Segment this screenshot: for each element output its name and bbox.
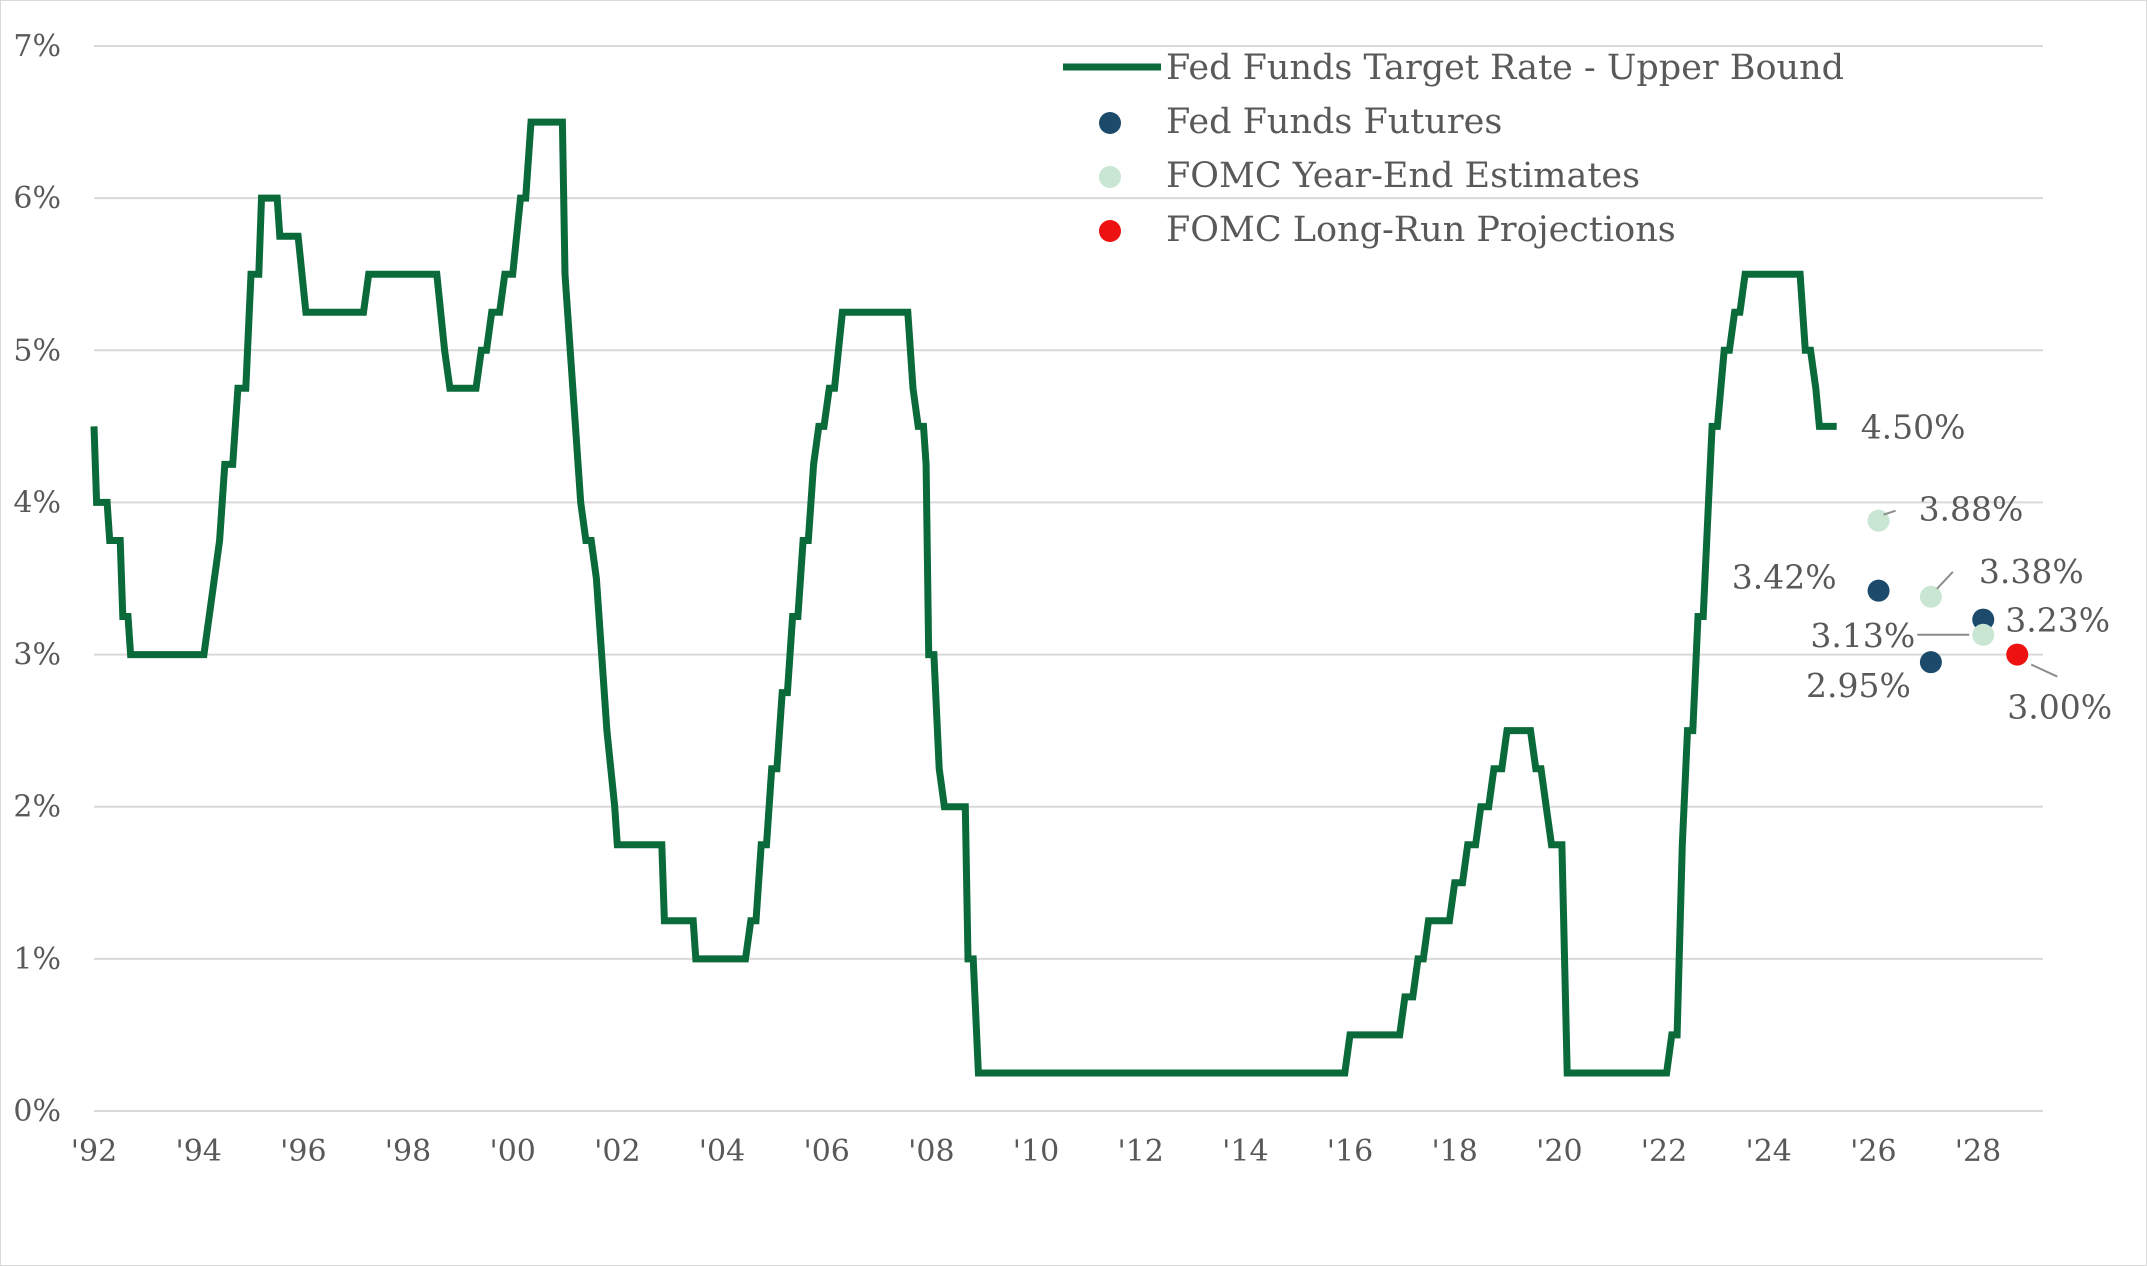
x-tick-label: '14	[1222, 1134, 1268, 1169]
data-labels: 4.50% 3.42% 2.95% 3.23% 3.88% 3.38% 3.13% 3.00%	[1732, 407, 2112, 726]
y-tick-label: 7%	[13, 29, 61, 64]
x-tick-label: '96	[280, 1134, 326, 1169]
x-tick-label: '26	[1850, 1134, 1896, 1169]
label-leader-line	[1883, 509, 1896, 516]
point-fomc-year-end	[1919, 585, 1942, 608]
point-fomc-year-end	[1972, 623, 1995, 646]
point-fomc-long-run	[2006, 643, 2029, 666]
y-tick-label: 2%	[13, 790, 61, 825]
x-tick-label: '28	[1955, 1134, 2001, 1169]
x-tick-label: '04	[699, 1134, 745, 1169]
legend-entry-label: Fed Funds Futures	[1166, 102, 1502, 142]
gridlines	[94, 45, 2043, 1112]
data-label-point: 3.42%	[1732, 558, 1837, 597]
x-tick-label: '10	[1013, 1134, 1059, 1169]
y-tick-label: 4%	[13, 485, 61, 520]
data-label-latest-rate: 4.50%	[1861, 407, 1966, 446]
y-tick-label: 3%	[13, 638, 61, 673]
x-tick-label: '22	[1641, 1134, 1687, 1169]
series-lines	[90, 118, 1837, 1077]
data-label-point: 3.00%	[2007, 688, 2112, 727]
x-tick-label: '94	[175, 1134, 221, 1169]
x-tick-label: '18	[1431, 1134, 1477, 1169]
data-label-point: 3.13%	[1810, 616, 1915, 655]
legend-swatch-marker	[1099, 220, 1121, 242]
x-tick-label: '92	[71, 1134, 117, 1169]
legend: Fed Funds Target Rate - Upper Bound Fed F…	[1063, 48, 1844, 250]
x-tick-label: '16	[1327, 1134, 1373, 1169]
legend-entry-label: FOMC Year-End Estimates	[1166, 156, 1640, 196]
y-tick-label: 0%	[13, 1094, 61, 1129]
y-tick-label: 6%	[13, 181, 61, 216]
y-tick-label: 5%	[13, 333, 61, 368]
data-label-point: 3.23%	[2005, 601, 2110, 640]
series-line-fed-funds-target	[90, 118, 1837, 1077]
legend-entry-label: FOMC Long-Run Projections	[1166, 210, 1676, 250]
x-tick-label: '98	[385, 1134, 431, 1169]
point-fed-funds-futures	[1972, 608, 1995, 631]
x-tick-label: '00	[489, 1134, 535, 1169]
point-fed-funds-futures	[1867, 579, 1890, 602]
legend-swatch-marker	[1099, 112, 1121, 134]
data-label-point: 3.88%	[1919, 490, 2024, 529]
point-fed-funds-futures	[1919, 651, 1942, 674]
x-tick-label: '06	[803, 1134, 849, 1169]
x-tick-label: '08	[908, 1134, 954, 1169]
x-tick-label: '12	[1117, 1134, 1163, 1169]
label-leader-line	[1936, 571, 1954, 590]
y-tick-label: 1%	[13, 942, 61, 977]
axes: 0% 1% 2% 3% 4% 5% 6% 7% '92 '94 '96 '98 '00 '02 '04 '06…	[13, 29, 2001, 1169]
x-tick-label: '02	[594, 1134, 640, 1169]
data-label-point: 2.95%	[1806, 666, 1911, 705]
legend-swatch-marker	[1099, 166, 1121, 188]
data-label-point: 3.38%	[1979, 552, 2084, 591]
legend-entry-label: Fed Funds Target Rate - Upper Bound	[1166, 48, 1844, 88]
x-tick-label: '20	[1536, 1134, 1582, 1169]
x-tick-label: '24	[1745, 1134, 1791, 1169]
label-leader-line	[2030, 663, 2058, 678]
